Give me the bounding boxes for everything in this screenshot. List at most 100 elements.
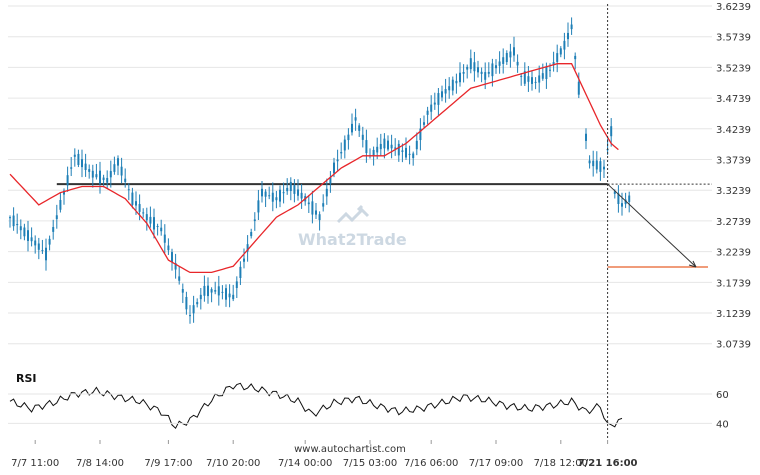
candle-body [250, 232, 253, 237]
candle-body [253, 219, 256, 222]
candle-body [444, 89, 447, 94]
candle-body [210, 289, 213, 293]
price-tick-label: 3.0739 [716, 340, 751, 351]
candles [9, 17, 631, 324]
candle-body [469, 58, 472, 70]
candle-body [178, 276, 181, 281]
candle-body [149, 216, 152, 224]
candle-body [9, 217, 11, 219]
candle-body [523, 71, 526, 84]
candle-body [81, 159, 83, 168]
candle-body [243, 258, 245, 262]
candle-body [73, 154, 76, 157]
candle-body [520, 75, 523, 77]
candle-body [70, 167, 73, 169]
candle-body [484, 72, 487, 80]
projection [607, 183, 697, 268]
price-tick-label: 3.3239 [716, 186, 751, 197]
candle-body [376, 146, 379, 153]
candle-body [405, 147, 407, 158]
candle-body [538, 75, 541, 83]
candle-body [430, 104, 433, 112]
candle-body [415, 140, 418, 150]
site-label: www.autochartist.com [294, 444, 406, 455]
candle-body [52, 227, 55, 232]
candle-body [264, 191, 267, 197]
candle-body [279, 189, 281, 202]
candle-body [181, 289, 184, 293]
time-tick-label: 7/18 12:00 [534, 458, 588, 469]
candle-body [459, 72, 461, 83]
candle-body [63, 190, 65, 195]
candle-body [588, 160, 591, 164]
candle-body [37, 243, 40, 250]
candle-body [595, 160, 598, 170]
candle-body [390, 144, 393, 149]
candle-body [131, 192, 134, 205]
candle-body [189, 315, 191, 317]
horizontal-levels [56, 183, 712, 268]
candle-body [48, 238, 51, 245]
candle-body [322, 203, 325, 207]
candle-body [498, 61, 501, 66]
rsi-panel: RSI [9, 372, 623, 430]
candle-body [109, 171, 112, 178]
candle-body [145, 214, 148, 221]
price-tick-label: 3.4739 [716, 94, 751, 105]
candle-body [552, 62, 555, 66]
candle-body [567, 32, 569, 40]
price-tick-label: 3.2239 [716, 248, 751, 259]
candle-body [394, 147, 397, 149]
candle-body [307, 202, 310, 205]
candle-body [113, 164, 116, 172]
price-tick-label: 3.3739 [716, 156, 751, 167]
candle-body [214, 290, 217, 292]
candle-body [365, 140, 368, 154]
candle-body [34, 240, 37, 246]
candle-body [246, 244, 249, 252]
candle-body [433, 102, 436, 105]
candle-body [282, 192, 285, 194]
candle-body [448, 86, 451, 91]
candle-body [495, 65, 497, 69]
candle-body [426, 110, 429, 115]
candle-body [556, 53, 559, 62]
candle-body [124, 178, 127, 182]
candle-body [412, 153, 415, 159]
candle-body [167, 245, 170, 251]
candle-body [577, 81, 580, 95]
candle-body [441, 91, 443, 98]
candle-body [66, 175, 69, 186]
candle-body [351, 123, 353, 133]
candle-body [480, 71, 483, 74]
rsi-tick-label: 40 [716, 419, 729, 430]
candle-body [462, 72, 465, 74]
price-tick-label: 3.2739 [716, 217, 751, 228]
candle-body [153, 217, 155, 230]
candle-body [336, 159, 339, 162]
candle-body [621, 203, 623, 207]
candle-body [232, 294, 235, 300]
candle-body [16, 223, 19, 226]
candle-body [451, 79, 454, 91]
candle-body [333, 162, 335, 174]
candle-body [91, 170, 94, 178]
candle-body [289, 181, 292, 192]
price-tick-label: 3.1239 [716, 309, 751, 320]
candle-body [171, 252, 173, 263]
candle-body [163, 234, 166, 243]
watermark-text: What2Trade [298, 230, 407, 249]
candle-body [613, 191, 616, 194]
candle-body [423, 122, 425, 125]
candle-body [192, 305, 195, 314]
candle-body [387, 140, 389, 150]
rsi-tick-label: 60 [716, 390, 729, 401]
price-tick-label: 3.1739 [716, 278, 751, 289]
candle-body [142, 212, 145, 214]
candle-body [617, 193, 620, 205]
candle-body [297, 189, 299, 196]
grid [8, 5, 712, 345]
moving-average-line [9, 63, 619, 274]
candle-body [261, 188, 263, 197]
price-tick-label: 3.5239 [716, 63, 751, 74]
